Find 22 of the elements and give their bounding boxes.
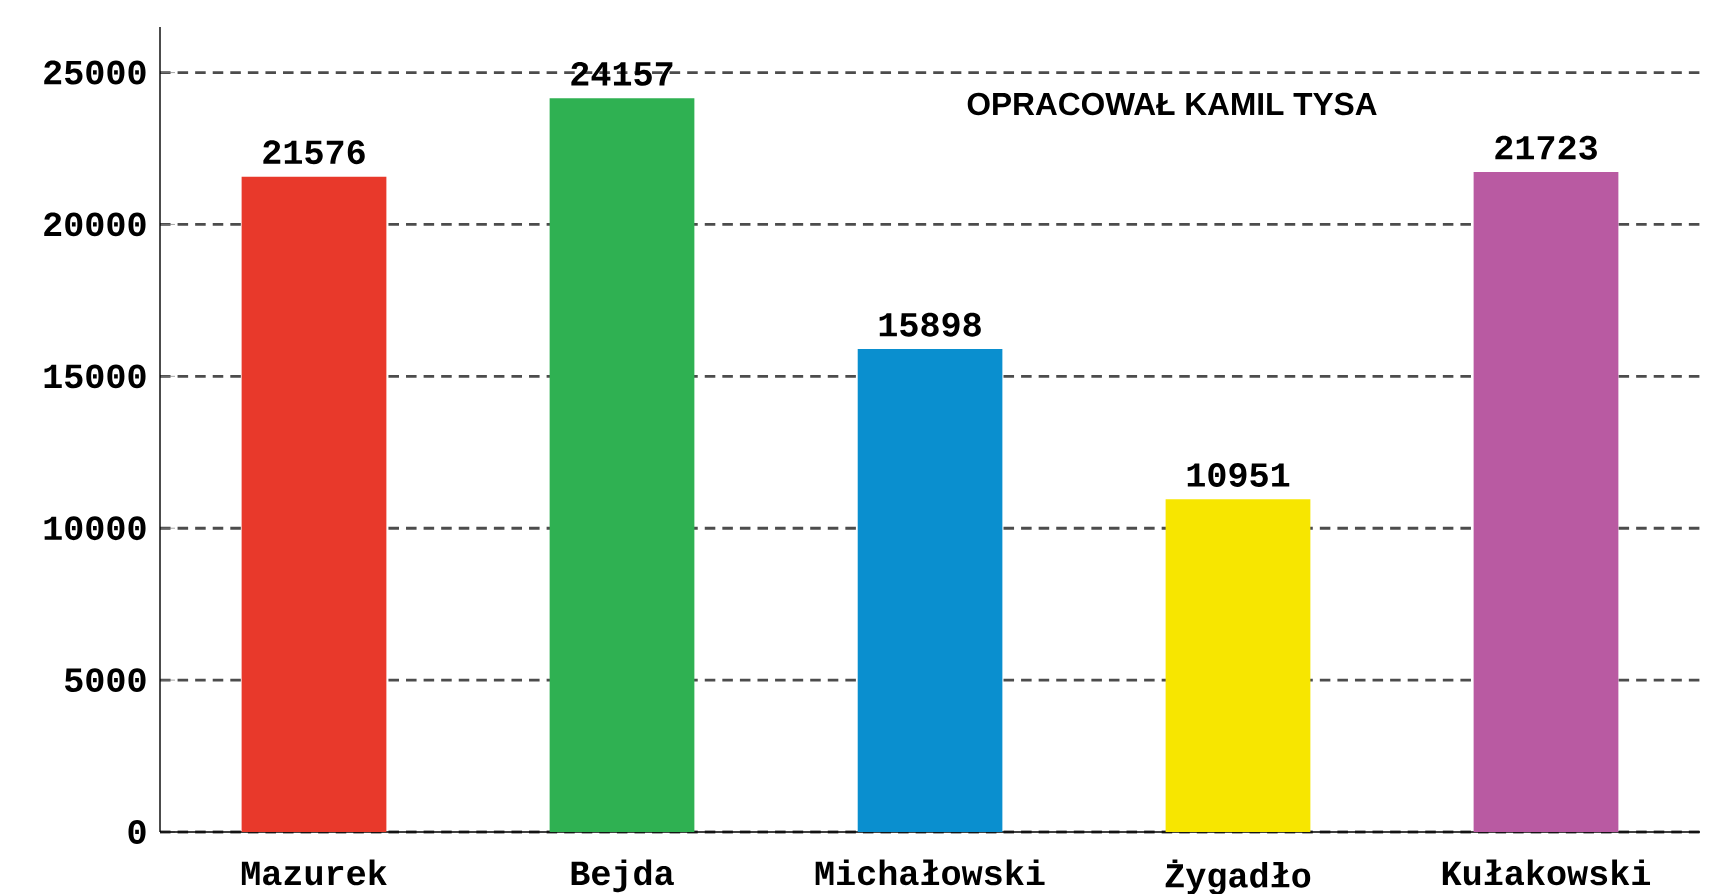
y-tick-label: 0 <box>128 820 146 844</box>
y-tick-label: 25000 <box>44 60 146 85</box>
annotation: OPRACOWAŁ KAMIL TYSA <box>967 92 1377 116</box>
bar <box>1165 499 1311 833</box>
x-tick-label: Mazurek <box>241 859 387 886</box>
y-tick-label: 5000 <box>64 668 146 693</box>
data-label: 24157 <box>571 61 673 86</box>
data-label: 21723 <box>1495 135 1597 160</box>
data-label: 15898 <box>879 312 981 337</box>
bar <box>241 176 387 833</box>
bar <box>549 98 695 833</box>
x-tick-label: Michałowski <box>815 859 1045 886</box>
data-label: 21576 <box>263 140 365 165</box>
y-tick-label: 20000 <box>44 212 146 237</box>
x-tick-label: Kułakowski <box>1442 859 1651 886</box>
y-tick-label: 10000 <box>44 516 146 541</box>
data-label: 10951 <box>1187 463 1290 487</box>
x-tick-label: Żygadło <box>1165 859 1311 894</box>
bar <box>1473 172 1619 833</box>
x-tick-label: Bejda <box>571 859 674 893</box>
bar <box>857 349 1003 833</box>
y-tick-label: 15000 <box>44 364 146 389</box>
